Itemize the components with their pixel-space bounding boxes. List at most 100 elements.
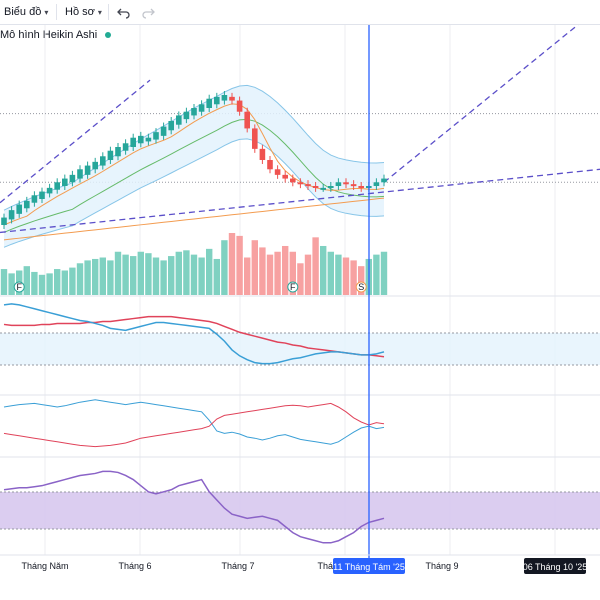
volume-bar xyxy=(175,251,182,295)
candle-body xyxy=(290,178,296,183)
volume-bar xyxy=(76,263,84,295)
x-tick-label: Tháng 7 xyxy=(221,561,254,571)
macd-zone xyxy=(0,333,600,365)
rsi-line xyxy=(3,470,385,544)
macd-signal-line xyxy=(3,315,385,358)
candle-body xyxy=(54,182,60,190)
volume-bar xyxy=(92,258,99,295)
ma-mid-line xyxy=(3,118,385,233)
volume-bar xyxy=(312,237,319,295)
volume-bar xyxy=(198,257,205,295)
candle-body xyxy=(100,156,106,166)
volume-bar xyxy=(373,254,380,295)
candle-body xyxy=(328,186,334,188)
candle-body xyxy=(282,174,288,179)
candle-body xyxy=(168,121,174,131)
ma-slow-line xyxy=(3,197,385,241)
candle-body xyxy=(274,169,281,175)
volume-bar xyxy=(160,260,167,295)
stoch-k-line xyxy=(3,399,385,445)
volume-bar xyxy=(380,251,388,295)
top-toolbar: Biểu đồ ▾ Hồ sơ ▾ xyxy=(0,0,600,25)
event-marker xyxy=(355,281,367,293)
candle-body xyxy=(252,128,258,149)
candle-body xyxy=(145,137,152,142)
event-marker xyxy=(13,281,25,293)
toolbar-divider xyxy=(108,4,109,20)
candle-body xyxy=(62,178,68,186)
trend-line-projection xyxy=(383,25,579,183)
candle-body xyxy=(122,143,129,151)
macd-line xyxy=(3,303,385,365)
candle-body xyxy=(221,95,228,101)
stoch-d-line xyxy=(3,402,385,448)
chart-menu-button[interactable]: Biểu đồ ▾ xyxy=(4,4,48,20)
candle-body xyxy=(244,111,250,129)
undo-icon[interactable] xyxy=(116,4,132,20)
candle-body xyxy=(130,137,136,147)
volume-bar xyxy=(213,258,220,295)
candle-body xyxy=(320,187,326,190)
candle-body xyxy=(373,182,380,186)
x-tick-label: Tháng 9 xyxy=(425,561,458,571)
future-date-badge xyxy=(524,558,586,574)
candle-body xyxy=(69,174,76,183)
volume-bar xyxy=(282,245,289,295)
chart-menu-label: Biểu đồ xyxy=(4,6,42,18)
volume-bar xyxy=(84,260,91,295)
candle-body xyxy=(267,160,273,170)
candle-body xyxy=(115,147,121,157)
volume-bar xyxy=(259,247,266,295)
rsi-zone xyxy=(0,492,600,529)
candle-body xyxy=(92,161,98,170)
chevron-down-icon: ▾ xyxy=(97,8,102,17)
trend-line-lower xyxy=(0,168,600,234)
volume-bar xyxy=(38,274,46,295)
band-fill xyxy=(4,85,384,248)
trend-line-upper xyxy=(0,79,151,204)
candle-body xyxy=(381,178,387,183)
candle-body xyxy=(39,191,45,199)
status-dot-icon xyxy=(105,32,112,39)
volume-bar xyxy=(114,251,122,295)
chevron-down-icon: ▾ xyxy=(44,8,49,17)
profile-menu-button[interactable]: Hồ sơ ▾ xyxy=(65,4,102,20)
redo-icon[interactable] xyxy=(140,4,156,20)
event-marker-label: F xyxy=(290,282,296,292)
candle-body xyxy=(312,186,319,188)
volume-bar xyxy=(342,257,350,295)
volume-bar xyxy=(23,266,30,295)
volume-bar xyxy=(350,260,357,295)
volume-bar xyxy=(31,271,38,295)
profile-menu-label: Hồ sơ xyxy=(65,6,95,18)
volume-bar xyxy=(190,254,198,295)
candle-body xyxy=(214,96,220,105)
volume-bar xyxy=(107,260,114,295)
candle-body xyxy=(229,96,235,101)
crosshair-date-label: 11 Tháng Tám '25 xyxy=(333,562,405,572)
volume-bar xyxy=(152,257,160,295)
candle-body xyxy=(176,115,182,125)
candle-body xyxy=(84,165,91,175)
x-tick-label: Tháng Năm xyxy=(21,561,68,571)
volume-bar xyxy=(130,256,137,295)
volume-bar xyxy=(54,269,61,295)
volume-bar xyxy=(274,251,281,295)
candle-body xyxy=(24,200,30,209)
volume-bar xyxy=(206,248,213,295)
candle-body xyxy=(358,186,364,188)
candle-body xyxy=(335,182,342,186)
chart-legend: Mô hình Heikin Ashi xyxy=(0,29,112,41)
candle-body xyxy=(107,150,114,160)
volume-bar xyxy=(168,256,175,295)
volume-bar xyxy=(244,257,251,295)
volume-bar xyxy=(320,245,327,295)
event-marker-label: F xyxy=(16,282,22,292)
candle-body xyxy=(206,98,212,108)
volume-bar xyxy=(335,254,342,295)
volume-bar xyxy=(266,254,274,295)
volume-bar xyxy=(61,270,68,295)
candle-body xyxy=(8,210,15,220)
event-marker-label: S xyxy=(358,282,364,292)
